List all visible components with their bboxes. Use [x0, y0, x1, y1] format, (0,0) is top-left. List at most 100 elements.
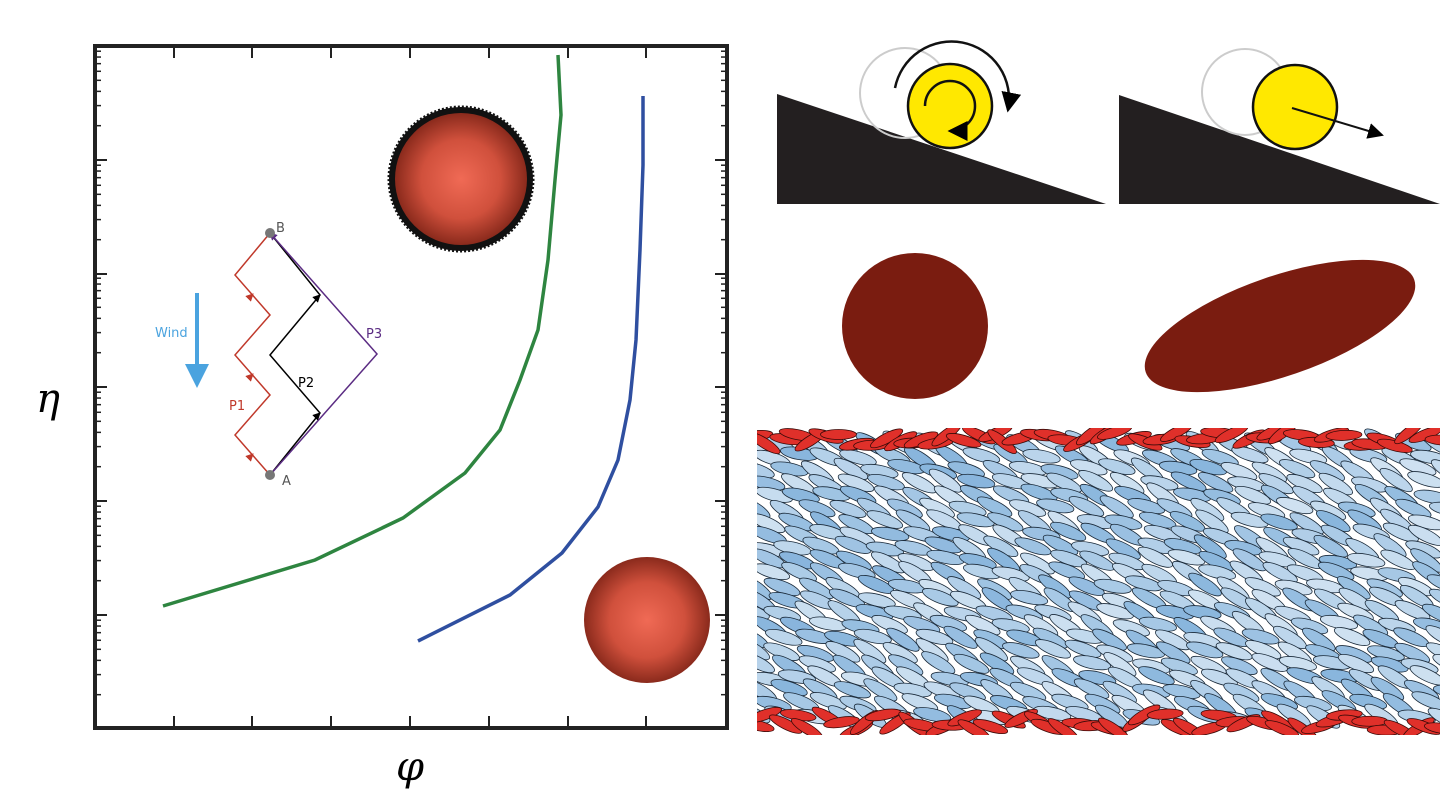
blue-particle [757, 496, 771, 519]
blue-particle [833, 681, 871, 699]
arrowhead [312, 412, 321, 421]
blue-particle [1022, 448, 1061, 464]
blue-particle [886, 627, 920, 652]
blue-particle [1289, 448, 1328, 465]
arrowhead [245, 373, 254, 382]
blue-particle [1230, 511, 1269, 528]
blue-particle [1317, 561, 1355, 581]
red-particle [1264, 720, 1300, 735]
roll-arrow [893, 40, 1022, 113]
blue-particle [913, 707, 952, 723]
blue-curve [417, 96, 645, 643]
blue-particle [1394, 600, 1431, 621]
red-particle [820, 429, 857, 440]
blue-particle [975, 605, 1013, 623]
blue-particle [757, 563, 791, 581]
blue-particle [1002, 642, 1040, 659]
blue-particle [1197, 472, 1234, 493]
blue-particle [834, 535, 872, 554]
blue-particle [976, 496, 1013, 518]
blue-particle [1020, 483, 1058, 502]
sliding-ball [1251, 63, 1339, 151]
blue-particle [1064, 639, 1102, 658]
round-particle [842, 253, 988, 399]
blue-particle [1068, 496, 1105, 517]
red-particle [757, 706, 782, 723]
red-particle [972, 719, 1009, 735]
blue-particle [765, 629, 803, 646]
blue-particle [1395, 498, 1432, 519]
arrowhead [245, 453, 254, 462]
blue-particle [781, 561, 817, 582]
red-particle [769, 714, 803, 734]
blue-particle [953, 653, 990, 674]
p1-label: P1 [229, 399, 245, 414]
red-particle [790, 718, 824, 735]
red-particle [1423, 722, 1440, 735]
blue-particle [1428, 501, 1440, 517]
blue-particle [1138, 666, 1175, 685]
rolling-panel [777, 40, 1440, 204]
slide-arrow [1291, 107, 1384, 139]
blue-particle [1430, 459, 1440, 484]
p3-label: P3 [366, 327, 382, 342]
blue-particle [1096, 603, 1134, 620]
blue-particle [1313, 535, 1348, 558]
path-p1 [234, 232, 271, 476]
blue-particle [921, 588, 959, 607]
wind-label: Wind [155, 326, 188, 341]
red-particle [1325, 429, 1363, 441]
path-p3 [269, 232, 379, 476]
inset-diagram: Wind P1 P2 P3 A B [155, 221, 382, 489]
blue-particle [1195, 509, 1229, 534]
blue-particle [895, 509, 931, 532]
red-particle [945, 433, 982, 448]
point-a [265, 470, 275, 480]
blue-particle [1127, 498, 1166, 515]
blue-particle [1234, 485, 1271, 505]
red-particle [1096, 428, 1133, 440]
blue-particle [1426, 574, 1440, 594]
blue-particle [1167, 549, 1206, 566]
blue-particle [1050, 521, 1087, 542]
blue-particle [957, 473, 996, 489]
blue-particle [757, 652, 775, 674]
ramp [1119, 95, 1440, 204]
blue-particle [1048, 561, 1086, 580]
red-particle [1214, 428, 1249, 444]
blue-particle [1276, 497, 1314, 515]
elongated-particle [1144, 259, 1416, 393]
blue-particle [1201, 448, 1239, 467]
blue-particle [1425, 642, 1440, 663]
path-p2 [269, 232, 321, 476]
blue-particle [1427, 707, 1440, 729]
blue-particle [866, 510, 904, 529]
blue-particle [853, 628, 892, 645]
blue-particle [1010, 589, 1049, 606]
blue-particle [1413, 489, 1440, 505]
red-particle [1127, 704, 1161, 726]
blue-particle [809, 692, 847, 710]
blue-particle [1379, 467, 1413, 493]
blue-particle [871, 526, 910, 542]
x-axis-label: φ [396, 744, 424, 790]
blue-particle [757, 602, 770, 620]
smooth-sphere [584, 557, 710, 683]
blue-particle [1411, 691, 1440, 711]
blue-particle [962, 447, 1001, 464]
blue-particle [1408, 524, 1440, 546]
blue-particle [1099, 495, 1134, 519]
blue-particle [757, 461, 775, 479]
rolling-ball [906, 62, 994, 150]
blue-particle [921, 651, 956, 674]
blue-particle [1143, 524, 1182, 542]
blue-particle [1073, 655, 1112, 671]
blue-particle [1432, 654, 1440, 674]
blue-particle [915, 628, 954, 645]
blue-particle [1231, 446, 1269, 464]
blue-particle [1137, 546, 1173, 568]
blue-particle [1409, 665, 1440, 686]
plot-frame [93, 44, 729, 730]
blue-particle [1262, 561, 1298, 583]
